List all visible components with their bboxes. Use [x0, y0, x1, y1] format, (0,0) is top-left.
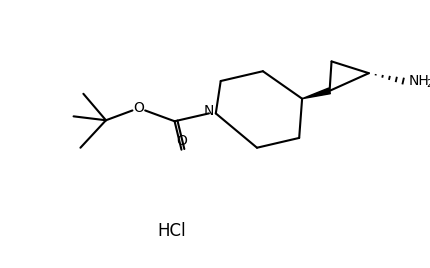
Text: HCl: HCl — [157, 222, 186, 240]
Text: 2: 2 — [427, 79, 430, 89]
Text: N: N — [204, 105, 214, 118]
Polygon shape — [302, 88, 330, 99]
Text: O: O — [176, 134, 187, 148]
Text: NH: NH — [408, 74, 429, 88]
Text: O: O — [133, 102, 144, 116]
